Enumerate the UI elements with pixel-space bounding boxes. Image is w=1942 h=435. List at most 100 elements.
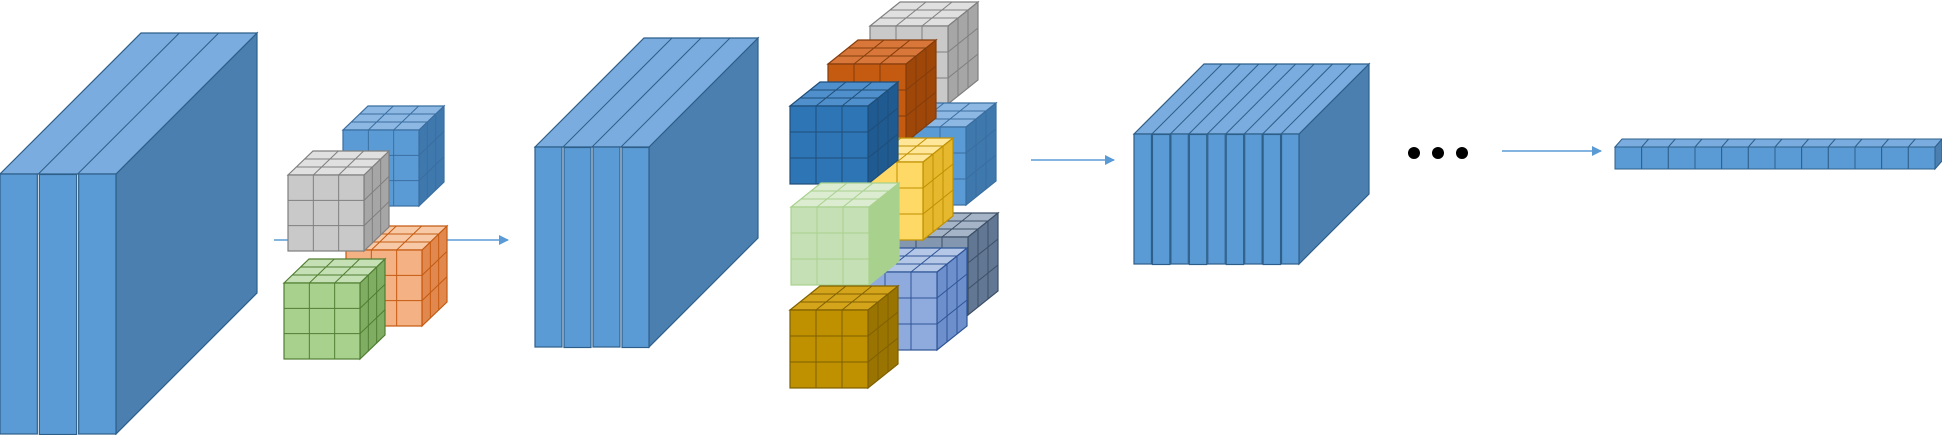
vector-cell (1854, 146, 1883, 170)
volume-top-divider (591, 37, 702, 148)
kernel-grid-line (421, 276, 448, 302)
feature-map-1 (533, 36, 760, 349)
kernel-grid-line (868, 208, 900, 234)
vector-cell (1694, 146, 1723, 170)
volume-slice (534, 146, 563, 348)
volume-slice (1225, 133, 1245, 266)
kernel-front-face (283, 282, 361, 360)
volume-slice (1188, 133, 1208, 266)
volume-top-divider (1170, 63, 1241, 135)
volume-slice (1133, 133, 1153, 265)
kernel-grid-line (868, 234, 900, 260)
volume-top-divider (1225, 63, 1297, 135)
vector-cell (1747, 146, 1776, 170)
kernel-grid-line (896, 137, 928, 163)
input-volume (0, 31, 259, 435)
volume-slice (1170, 133, 1189, 265)
volume-top-divider (1188, 63, 1260, 135)
kernel-grid-line (816, 182, 848, 208)
volume-slice (1262, 133, 1282, 266)
vector-cell (1827, 146, 1856, 170)
kernel-grid-line (965, 154, 997, 180)
kernel-grid-line (895, 1, 927, 27)
output-vector (1613, 138, 1942, 171)
kernel-grid-line (905, 91, 937, 117)
kernel-navy (788, 80, 900, 186)
vector-top-divider (1774, 138, 1783, 148)
vector-cell (1881, 146, 1909, 170)
kernel-grid-line (939, 102, 971, 128)
kernel-grid-line (842, 182, 874, 208)
kernel-group-1 (282, 104, 449, 361)
vector-top-divider (1694, 138, 1703, 148)
volume-slice (1207, 133, 1226, 265)
kernel-grid-line (867, 337, 899, 363)
kernel-grid-line (841, 285, 873, 311)
kernel-grid-line (421, 250, 448, 276)
volume-top-divider (1262, 63, 1333, 135)
ellipsis-dot (1432, 147, 1444, 159)
kernel-grid-line (867, 133, 899, 159)
kernel-grid-line (338, 150, 365, 176)
kernel-grid-line (922, 163, 954, 189)
vector-cell (1721, 146, 1749, 170)
vector-top-divider (1881, 138, 1890, 148)
kernel-grid-line (905, 65, 937, 91)
kernel-grid-line (308, 258, 335, 284)
vector-top-divider (1854, 138, 1863, 148)
kernel-group-2 (788, 0, 1000, 390)
volume-slice (78, 173, 117, 435)
ellipsis (1408, 147, 1468, 159)
kernel-grid-line (367, 105, 394, 131)
kernel-grid-line (853, 39, 885, 65)
kernel-grid-line (922, 189, 954, 215)
vector-top-divider (1721, 138, 1730, 148)
kernel-grid-line (941, 212, 973, 238)
volume-slice (1280, 133, 1300, 265)
volume-slice (621, 146, 650, 349)
kernel-grid-line (370, 225, 397, 251)
kernel-grid-line (967, 264, 999, 290)
kernel-front-face (789, 105, 869, 185)
volume-slice (0, 173, 38, 435)
kernel-pale-green (789, 181, 901, 287)
volume-top-divider (620, 37, 731, 148)
kernel-grid-line (393, 105, 420, 131)
kernel-gray (286, 149, 391, 253)
kernel-grid-line (815, 81, 847, 107)
feature-map-2 (1132, 62, 1371, 266)
kernel-grid-line (396, 225, 423, 251)
volume-top-face (0, 32, 259, 175)
kernel-grid-line (879, 39, 911, 65)
kernel-grid-line (867, 107, 899, 133)
kernel-grid-line (363, 175, 390, 201)
kernel-grid-line (815, 285, 847, 311)
kernel-grid-line (947, 27, 979, 53)
volume-top-divider (77, 32, 220, 175)
volume-slice (563, 146, 592, 349)
vector-cell (1907, 146, 1936, 170)
volume-top-divider (1280, 63, 1352, 135)
kernel-grid-line (936, 273, 968, 299)
kernel-grid-line (359, 283, 386, 309)
vector-top-divider (1801, 138, 1810, 148)
vector-cell (1641, 146, 1669, 170)
volume-top-divider (1206, 63, 1278, 135)
volume-top-divider (1243, 63, 1315, 135)
kernel-grid-line (967, 238, 999, 264)
kernel-grid-line (418, 156, 445, 182)
ellipsis-dot (1456, 147, 1468, 159)
volume-top-divider (37, 32, 180, 175)
ellipsis-dot (1408, 147, 1420, 159)
kernel-green (282, 257, 387, 361)
kernel-front-face (789, 309, 869, 389)
kernel-grid-line (921, 1, 953, 27)
vector-cell (1614, 146, 1643, 170)
vector-top-divider (1747, 138, 1756, 148)
vector-top-divider (1667, 138, 1676, 148)
kernel-grid-line (359, 309, 386, 335)
kernel-grid-line (312, 150, 339, 176)
kernel-grid-line (936, 299, 968, 325)
kernel-grid-line (947, 53, 979, 79)
